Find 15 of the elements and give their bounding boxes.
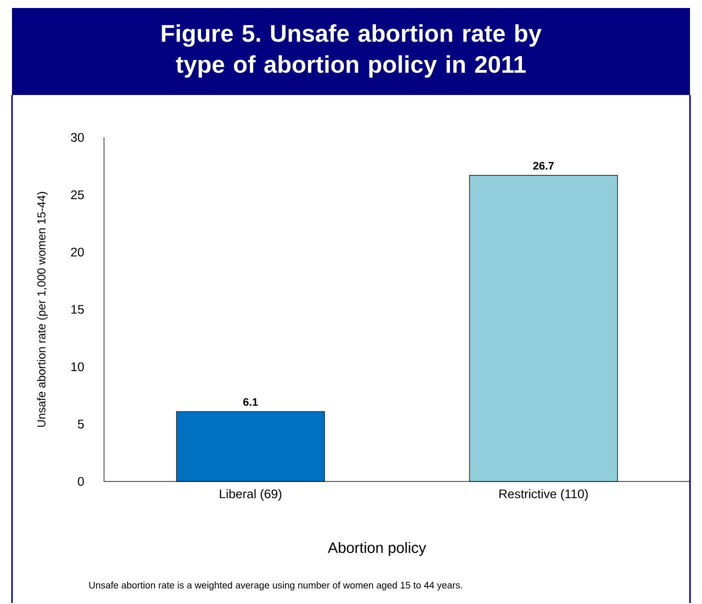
y-tick-label: 10 [71,362,84,372]
x-axis-title: Abortion policy [328,542,426,556]
x-tick-label: Restrictive (110) [500,489,588,501]
text: Unsafe abortion rate is a weighted average using number of women aged 15 to 44 years. [89,582,462,591]
y-tick-label: 0 [78,477,84,486]
y-tick-label: 25 [71,190,84,200]
chart-title: Figure 5. Unsafe abortion rate by type of abortion policy in 2011 [162,24,542,78]
y-axis-title: Unsafe abortion rate (per 1,000 women 15-44) [37,192,48,427]
x-tick-label: Liberal (69) [220,489,282,501]
data-label: 26.7 [533,162,554,170]
y-tick-label: 30 [70,133,84,142]
y-tick-label: 20 [71,248,84,257]
y-tick-label: 15 [71,305,84,314]
y-tick-label: 5 [78,420,84,429]
data-label: 6.1 [243,398,258,406]
